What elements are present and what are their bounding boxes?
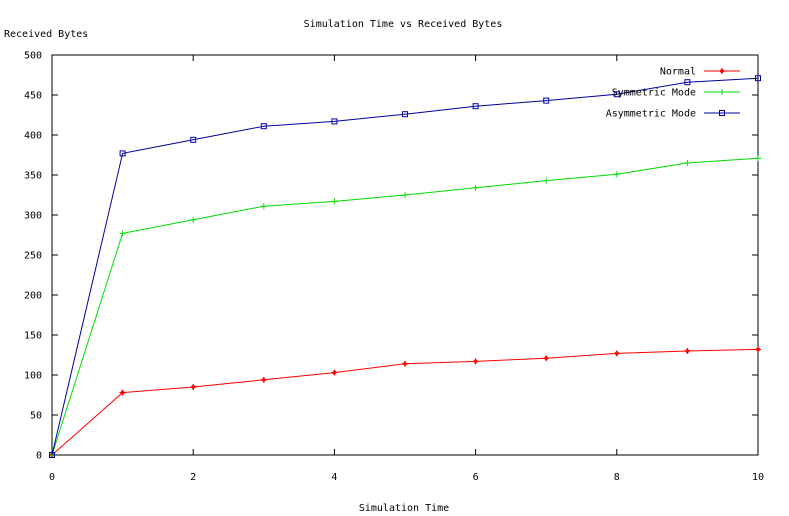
data-point-normal bbox=[402, 360, 408, 367]
y-tick-label: 450 bbox=[24, 91, 42, 102]
x-tick-label: 2 bbox=[190, 472, 196, 483]
legend-label-symmetric-mode: Symmetric Mode bbox=[612, 88, 696, 99]
x-tick-label: 4 bbox=[331, 472, 337, 483]
data-point-asymmetric-mode bbox=[613, 91, 620, 98]
data-point-normal bbox=[684, 348, 691, 354]
y-tick-label: 50 bbox=[30, 411, 42, 422]
data-point-asymmetric-mode bbox=[755, 75, 761, 82]
data-point-normal bbox=[190, 384, 197, 390]
data-point-normal bbox=[613, 350, 620, 357]
x-tick-label: 10 bbox=[752, 472, 764, 483]
x-tick-label: 8 bbox=[614, 472, 620, 483]
data-point-normal bbox=[331, 369, 338, 376]
series-line-symmetric-mode bbox=[51, 157, 759, 456]
data-point-normal bbox=[472, 358, 479, 365]
y-tick-label: 150 bbox=[24, 331, 42, 342]
data-point-symmetric-mode bbox=[260, 203, 267, 210]
y-tick-label: 300 bbox=[24, 211, 42, 222]
data-point-normal bbox=[543, 355, 550, 362]
data-point-asymmetric-mode bbox=[331, 118, 338, 125]
data-point-asymmetric-mode bbox=[260, 123, 267, 130]
series-line-asymmetric-mode bbox=[51, 77, 759, 456]
ticks-layer: 0 50 100 150 200 250 300 350 400 450 500 0 2 4 6 8 10 bbox=[24, 51, 764, 484]
data-point-asymmetric-mode bbox=[190, 136, 197, 143]
legend-marker-normal bbox=[719, 68, 725, 74]
y-tick-label: 400 bbox=[24, 131, 42, 142]
data-point-asymmetric-mode bbox=[684, 79, 691, 86]
data-point-normal bbox=[755, 346, 761, 353]
data-point-symmetric-mode bbox=[331, 198, 338, 205]
legend: Normal Symmetric Mode Asymmetric Mode bbox=[606, 67, 740, 120]
y-axis-title: Received Bytes bbox=[4, 29, 88, 40]
data-point-symmetric-mode bbox=[613, 171, 620, 178]
y-tick-label: 250 bbox=[24, 251, 42, 262]
data-point-asymmetric-mode bbox=[119, 150, 126, 157]
data-point-asymmetric-mode bbox=[49, 452, 55, 458]
legend-marker-symmetric-mode bbox=[719, 89, 725, 95]
y-tick-label: 0 bbox=[36, 451, 42, 462]
x-tick-label: 0 bbox=[49, 472, 55, 483]
y-tick-label: 200 bbox=[24, 291, 42, 302]
data-point-symmetric-mode bbox=[755, 155, 761, 162]
data-point-asymmetric-mode bbox=[472, 103, 479, 110]
data-point-symmetric-mode bbox=[543, 177, 550, 184]
data-point-symmetric-mode bbox=[119, 230, 126, 237]
data-point-symmetric-mode bbox=[190, 216, 197, 223]
series-layer bbox=[49, 75, 761, 458]
x-axis-title: Simulation Time bbox=[359, 503, 449, 514]
data-point-symmetric-mode bbox=[684, 160, 691, 166]
data-point-normal bbox=[119, 389, 126, 396]
data-point-symmetric-mode bbox=[472, 184, 479, 191]
data-point-symmetric-mode bbox=[402, 192, 408, 198]
data-point-asymmetric-mode bbox=[402, 111, 408, 118]
y-tick-label: 500 bbox=[24, 51, 42, 62]
legend-label-asymmetric-mode: Asymmetric Mode bbox=[606, 109, 696, 120]
data-point-normal bbox=[260, 376, 267, 383]
chart-title: Simulation Time vs Received Bytes bbox=[304, 19, 503, 30]
legend-marker-asymmetric-mode bbox=[719, 110, 725, 116]
y-tick-label: 100 bbox=[24, 371, 42, 382]
data-point-asymmetric-mode bbox=[543, 97, 550, 104]
legend-label-normal: Normal bbox=[660, 67, 696, 78]
x-tick-label: 6 bbox=[473, 472, 479, 483]
y-tick-label: 350 bbox=[24, 171, 42, 182]
